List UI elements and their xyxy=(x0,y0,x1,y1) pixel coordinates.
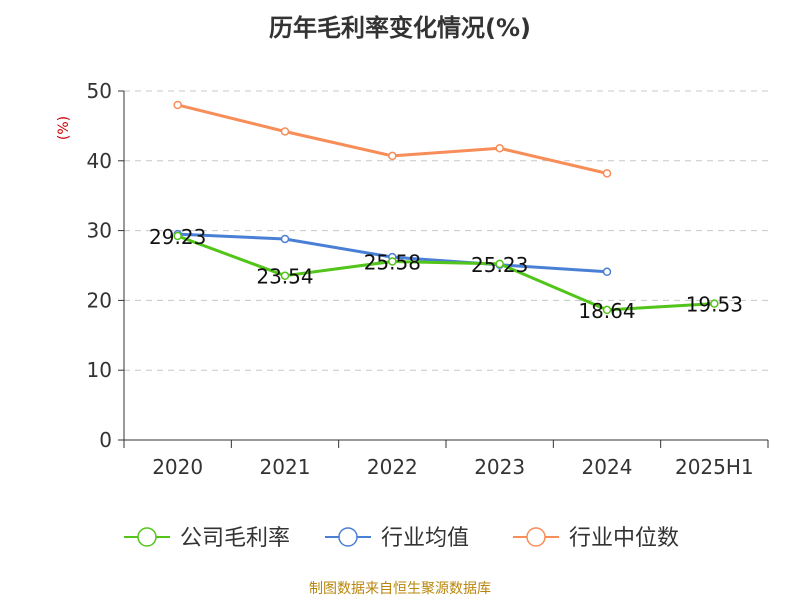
data-label: 29.23 xyxy=(149,225,206,249)
series-line xyxy=(177,234,715,312)
x-tick-label: 2021 xyxy=(260,455,311,479)
x-tick-label: 2024 xyxy=(582,455,633,479)
data-label: 19.53 xyxy=(686,293,743,317)
y-tick-label: 10 xyxy=(87,358,112,382)
legend-marker xyxy=(338,527,358,547)
data-labels: 29.23 23.54 25.58 25.23 18.64 19.53 xyxy=(149,225,743,323)
data-point xyxy=(173,231,182,241)
source-note: 制图数据来自恒生聚源数据库 xyxy=(309,581,491,597)
data-point xyxy=(495,143,504,153)
data-point xyxy=(495,259,504,269)
legend-label: 行业均值 xyxy=(381,526,469,551)
x-tick-label: 2025H1 xyxy=(675,455,754,479)
data-point xyxy=(280,271,290,280)
series xyxy=(173,100,719,315)
data-point xyxy=(602,305,612,315)
series-line xyxy=(177,103,608,175)
legend-marker xyxy=(526,527,546,547)
data-label: 23.54 xyxy=(256,265,313,289)
data-point xyxy=(280,127,290,136)
y-tick-label: 0 xyxy=(99,428,112,452)
data-point xyxy=(602,169,612,178)
grid-lines xyxy=(124,90,768,371)
y-tick-label: 20 xyxy=(87,288,112,312)
axes: 0 10 20 30 40 50 2020 2021 2022 2023 2024 2025H1 xyxy=(87,79,769,479)
x-tick-label: 2020 xyxy=(152,455,203,479)
legend-marker xyxy=(137,527,157,547)
x-tick-label: 2022 xyxy=(367,455,418,479)
data-label: 18.64 xyxy=(578,299,635,323)
data-point xyxy=(710,299,719,308)
y-axis-label: (%) xyxy=(56,116,72,140)
y-tick-label: 40 xyxy=(87,149,112,173)
y-tick-label: 50 xyxy=(87,79,112,103)
y-tick-label: 30 xyxy=(87,219,112,243)
chart-title: 历年毛利率变化情况(%) xyxy=(269,14,531,42)
data-point xyxy=(602,267,612,277)
data-point xyxy=(388,257,397,266)
data-point xyxy=(173,100,182,110)
legend-label: 行业中位数 xyxy=(569,526,679,551)
data-label: 25.58 xyxy=(364,250,421,274)
legend-label: 公司毛利率 xyxy=(180,526,290,551)
data-point xyxy=(280,234,290,244)
x-tick-label: 2023 xyxy=(474,455,525,479)
legend: 公司毛利率 行业均值 行业中位数 xyxy=(124,526,679,551)
data-label: 25.23 xyxy=(471,253,528,277)
data-point xyxy=(388,151,397,161)
